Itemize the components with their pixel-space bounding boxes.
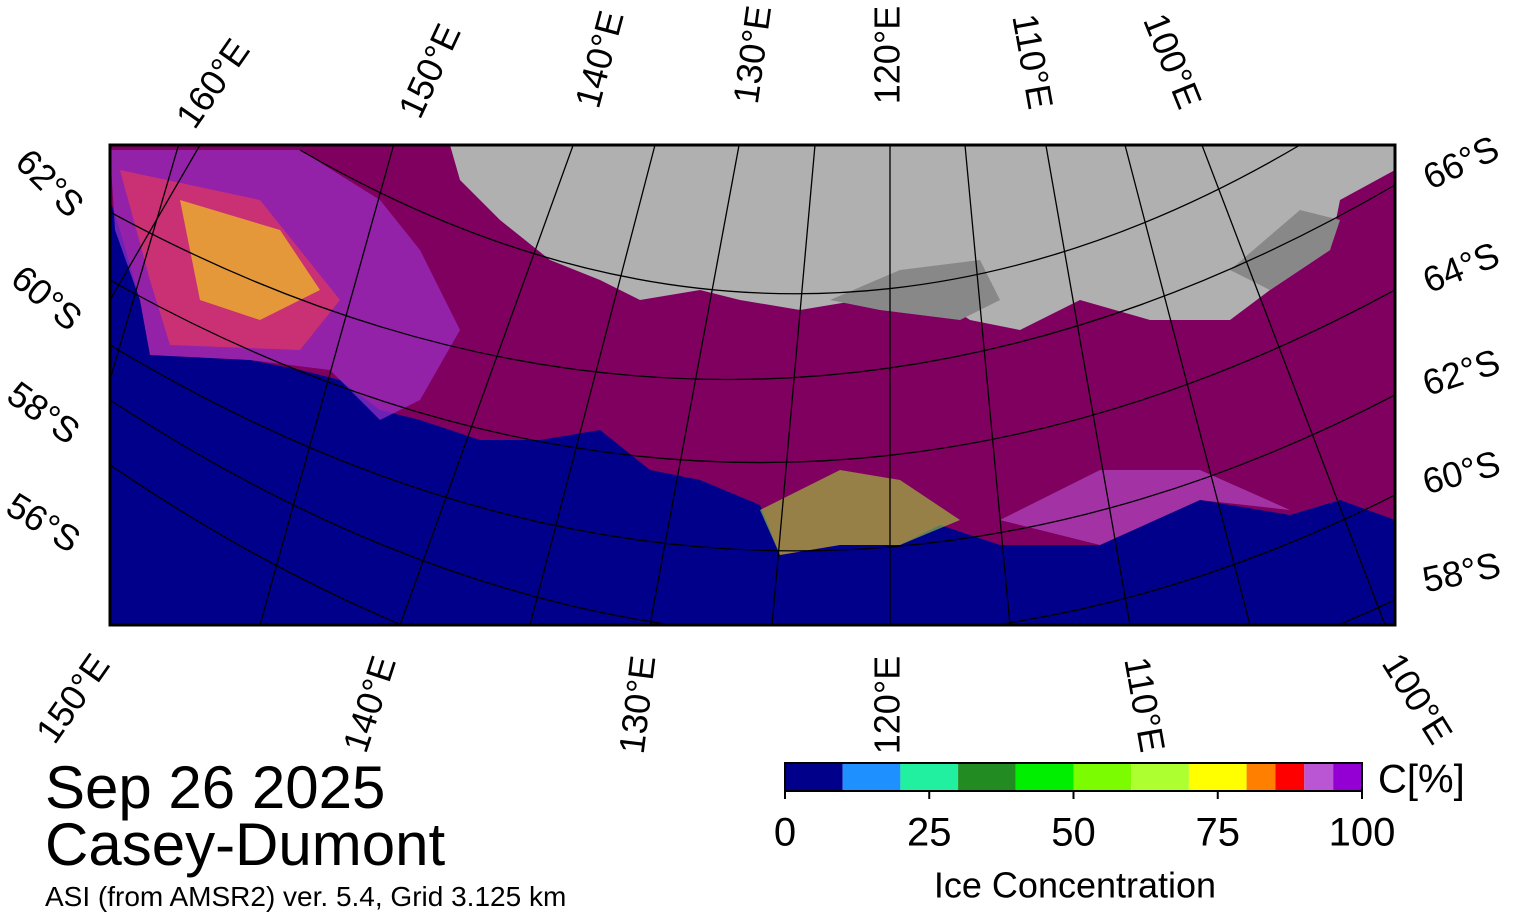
parallel-label: 62°S [1417,341,1504,404]
tick-label: 75 [1196,811,1241,855]
meridian-label: 130°E [725,3,779,106]
meridian-label: 110°E [1004,11,1061,112]
colorbar-segment [1275,763,1305,791]
colorbar-segment [1246,763,1276,791]
meridian-label: 160°E [168,31,258,135]
parallel-label: 60°S [1418,442,1504,502]
date: Sep 26 2025 [45,754,385,821]
region: Casey-Dumont [45,811,445,878]
parallel-label: 62°S [8,141,92,225]
colorbar-segment [1188,763,1247,791]
land [450,145,1395,330]
parallel-label: 58°S [1419,544,1504,600]
colorbar-segment [958,763,1016,791]
meridian-label: 140°E [567,6,632,112]
map-frame [108,143,1397,627]
colorbar-label: Ice Concentration [934,865,1216,906]
parallel-label: 56°S [0,484,88,560]
colorbar-segment [842,763,901,791]
colorbar-segment [1015,763,1074,791]
colorbar-segment [1131,763,1189,791]
parallel-label: 64°S [1417,234,1505,301]
meridian-label: 100°E [1135,8,1210,115]
meridian-label: 120°E [867,656,908,754]
meridian-label: 100°E [1374,646,1461,751]
graticule [110,145,1395,625]
meridian-label: 120°E [867,6,908,104]
meridian-label: 110°E [1116,654,1173,755]
map-image [110,145,1395,625]
colorbar-segment [1304,763,1334,791]
colorbar-segment [785,763,843,791]
right-labels: 66°S 64°S 62°S 60°S 58°S [1417,127,1505,600]
colorbar-segment [1333,763,1362,791]
ice-zone [760,470,960,555]
source: ASI (from AMSR2) ver. 5.4, Grid 3.125 km [45,881,566,912]
tick-label: 50 [1051,811,1096,855]
ice-shelf [830,260,1000,320]
parallel-label: 66°S [1417,127,1505,197]
parallel-label: 60°S [4,257,90,339]
colorbar-segment [1073,763,1132,791]
left-labels: 62°S 60°S 58°S 56°S [0,141,92,561]
tick-label: 100 [1329,811,1396,855]
ice-zone [180,200,320,320]
meridian-label: 150°E [390,17,469,124]
meridian-label: 150°E [28,646,118,750]
colorbar-unit: C[%] [1378,758,1465,802]
ice-zone [1000,470,1290,545]
tick-label: 0 [774,811,796,855]
meridian-label: 130°E [611,653,664,756]
parallel-label: 58°S [0,373,88,452]
meridian-label: 140°E [334,651,403,757]
top-labels: 160°E 150°E 140°E 130°E 120°E 110°E 100°… [168,3,1211,135]
bottom-labels: 150°E 140°E 130°E 120°E 110°E 100°E [28,646,1461,757]
colorbar-segment [900,763,959,791]
colorbar: 0 25 50 75 100 [774,762,1396,855]
tick-label: 25 [907,811,952,855]
